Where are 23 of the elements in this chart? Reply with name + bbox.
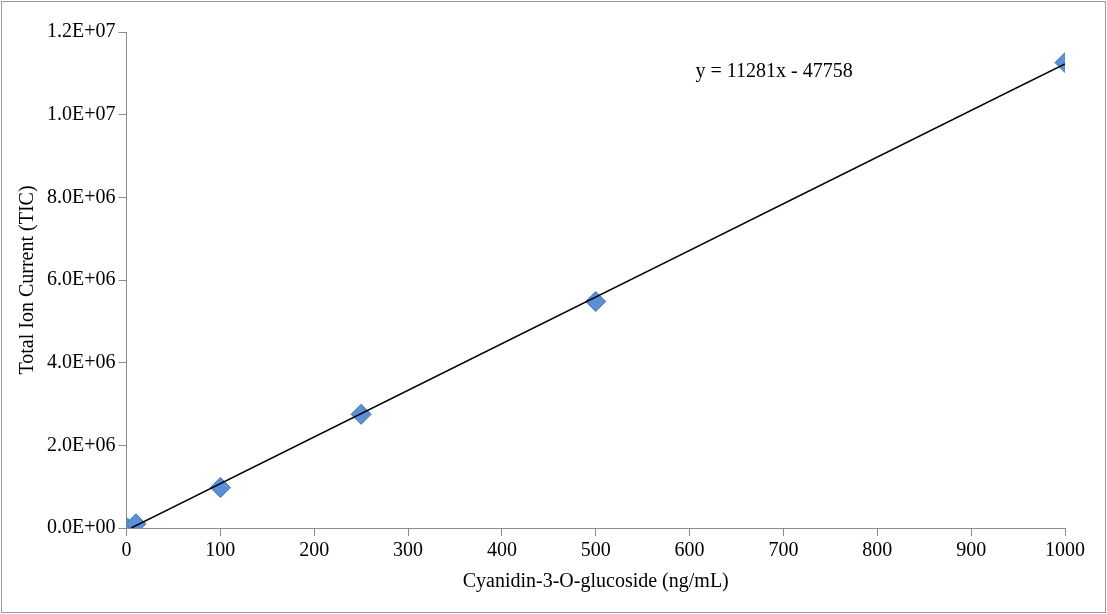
annotation: y = 11281x - 47758 (695, 59, 853, 83)
y-tick-label: 0.0E+00 (47, 515, 116, 538)
x-tick-label: 300 (393, 538, 424, 561)
x-tick-label: 700 (768, 538, 799, 561)
y-axis-title: Total Ion Current (TIC) (15, 185, 39, 375)
x-tick-label: 900 (956, 538, 987, 561)
y-tick-label: 1.2E+07 (47, 19, 116, 42)
point (209, 476, 231, 498)
x-tick-label: 800 (862, 538, 893, 561)
x-tick-label: 200 (299, 538, 330, 561)
x-axis-title: Cyanidin-3-O-glucoside (ng/mL) (462, 569, 729, 593)
x-tick-label: 600 (674, 538, 705, 561)
x-tick-label: 0 (121, 538, 132, 561)
y-tick-label: 4.0E+06 (47, 349, 116, 372)
x-tick-label: 100 (205, 538, 236, 561)
x-tick-label: 500 (580, 538, 611, 561)
y-tick-label: 8.0E+06 (47, 184, 116, 207)
x-tick-label: 1000 (1045, 538, 1085, 561)
y-tick-label: 1.0E+07 (47, 101, 116, 124)
point (350, 403, 372, 425)
y-tick-label: 2.0E+06 (47, 432, 116, 455)
x-tick-label: 400 (486, 538, 517, 561)
y-tick-label: 6.0E+06 (47, 267, 116, 290)
